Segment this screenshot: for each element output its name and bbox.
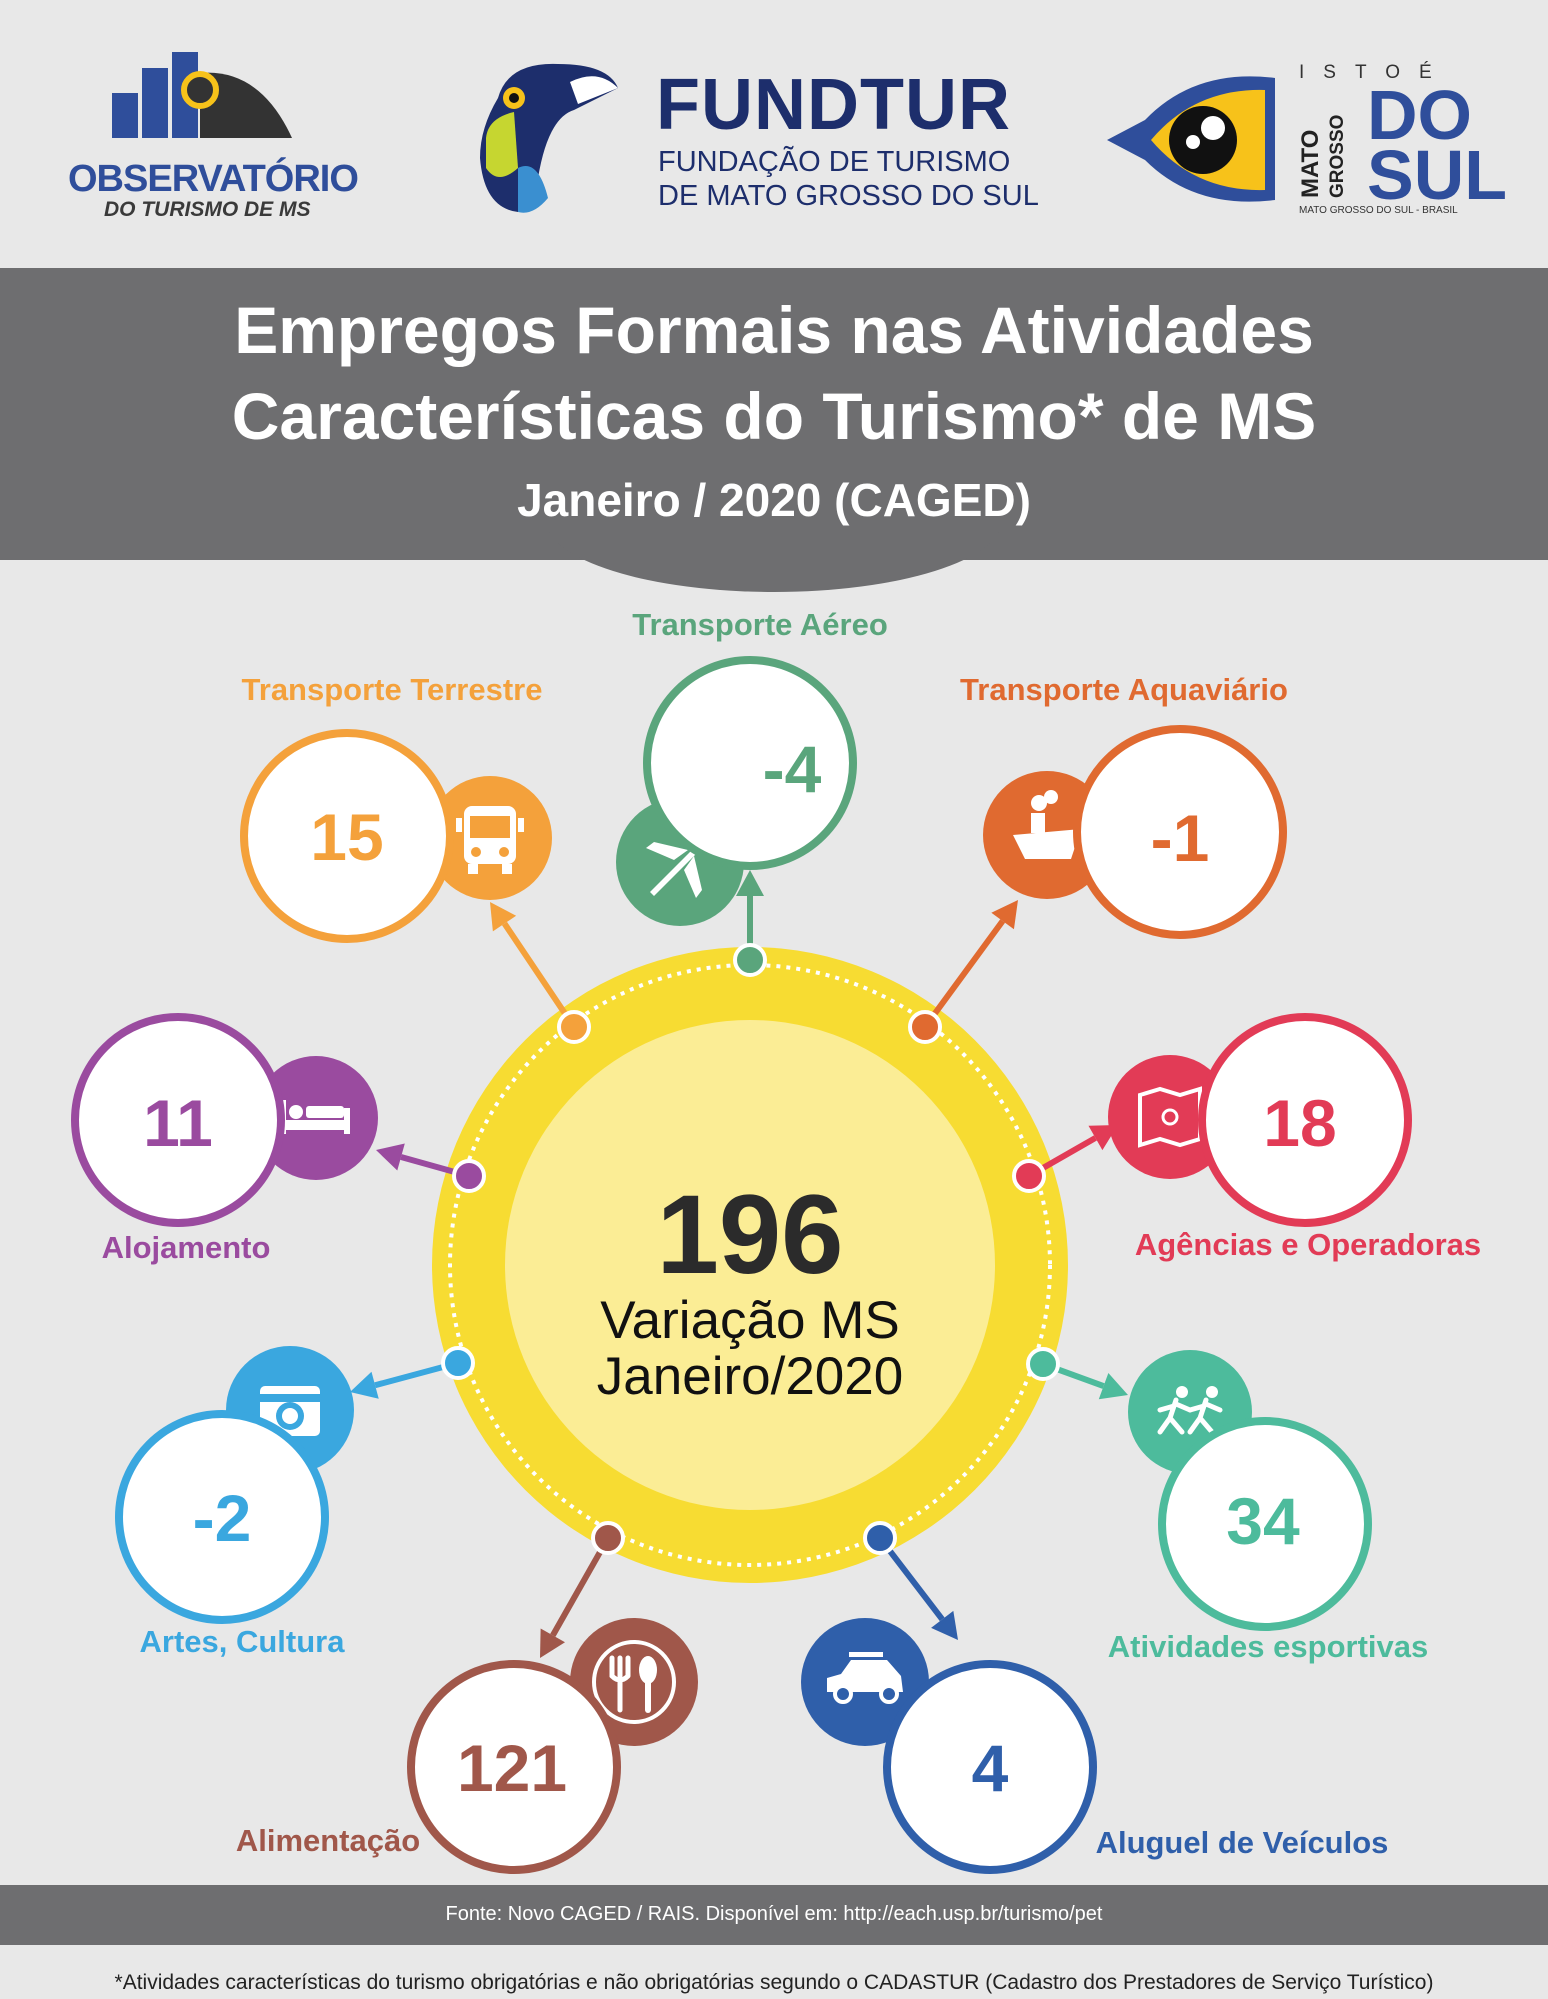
connector-dot	[452, 1159, 486, 1193]
bus-icon	[456, 806, 524, 874]
connector-arrowhead	[991, 900, 1018, 930]
observatorio-title: OBSERVATÓRIO	[68, 158, 359, 200]
runners-icon	[1157, 1386, 1223, 1435]
fundtur-subtitle-2: DE MATO GROSSO DO SUL	[658, 180, 1039, 212]
ms-mato: MATO	[1297, 129, 1324, 198]
connector-dot	[441, 1346, 475, 1380]
observatorio-logo: OBSERVATÓRIO DO TURISMO DE MS	[60, 48, 359, 238]
connector-line	[502, 921, 577, 1029]
observatorio-subtitle: DO TURISMO DE MS	[104, 198, 311, 221]
ms-do: DO	[1367, 76, 1472, 154]
value-label: 4	[972, 1731, 1009, 1805]
category-label: Transporte Aquaviário	[960, 672, 1288, 707]
car-icon	[827, 1652, 903, 1704]
value-label: 15	[310, 800, 383, 874]
center-label-line-2: Janeiro/2020	[596, 1347, 904, 1406]
category-label: Atividades esportivas	[1108, 1629, 1428, 1664]
fundtur-subtitle-1: FUNDAÇÃO DE TURISMO	[658, 146, 1011, 178]
category-label: Transporte Aéreo	[632, 607, 888, 642]
camera-icon	[260, 1386, 320, 1436]
value-circle	[240, 729, 454, 943]
ms-sul: SUL	[1367, 136, 1507, 214]
connector-arrowhead	[931, 1610, 958, 1640]
value-label: 18	[1263, 1086, 1336, 1160]
value-circle	[407, 1660, 621, 1874]
connector-dot	[557, 1010, 591, 1044]
eye-icon	[1107, 76, 1275, 202]
category-label: Alojamento	[102, 1230, 271, 1265]
value-circle	[883, 1660, 1097, 1874]
logo-bar: OBSERVATÓRIO DO TURISMO DE MS FUNDTUR FU…	[0, 0, 1548, 268]
page-title-line-1: Empregos Formais nas Atividades	[234, 293, 1314, 367]
ms-istoe: ISTOÉ	[1299, 62, 1451, 83]
connector-dot	[908, 1010, 942, 1044]
connector-line	[922, 919, 1006, 1029]
radial-chart: -4 Transporte Aéreo -1 Transporte Aquaviári…	[71, 607, 1481, 1874]
center-inner-circle	[505, 1020, 995, 1510]
value-label: -1	[1151, 801, 1210, 875]
ms-brand-logo: ISTOÉ MATO GROSSO DO SUL MATO GROSSO DO …	[1105, 58, 1507, 228]
page-title-line-2: Características do Turismo* de MS	[231, 379, 1317, 453]
category-airplane: -4 Transporte Aéreo	[616, 607, 888, 977]
fork-spoon-icon	[592, 1640, 676, 1724]
value-circle	[1198, 1013, 1412, 1227]
icon-circle	[1108, 1055, 1232, 1179]
connector-arrowhead	[376, 1143, 405, 1171]
value-circle	[115, 1410, 329, 1624]
value-label: -4	[763, 732, 822, 806]
ms-grosso: GROSSO	[1327, 114, 1348, 198]
center-total-value: 196	[656, 1172, 844, 1297]
ship-icon	[1013, 790, 1081, 859]
connector-dot	[1026, 1347, 1060, 1381]
connector-dot	[1012, 1159, 1046, 1193]
value-circle	[71, 1013, 285, 1227]
connector-line	[877, 1536, 945, 1622]
category-car: 4 Aluguel de Veículos	[801, 1521, 1389, 1874]
category-label: Artes, Cultura	[140, 1624, 346, 1659]
center-label-line-1: Variação MS	[600, 1291, 900, 1350]
category-bus: 15 Transporte Terrestre	[240, 672, 591, 1044]
category-bed: 11 Alojamento	[71, 1013, 486, 1265]
fundtur-name: FUNDTUR	[656, 65, 1011, 145]
toucan-icon	[480, 63, 618, 213]
category-ship: -1 Transporte Aquaviário	[908, 672, 1288, 1044]
category-label: Agências e Operadoras	[1135, 1227, 1481, 1262]
category-label: Alimentação	[236, 1823, 420, 1858]
connector-arrowhead	[350, 1371, 379, 1399]
connector-line	[550, 1536, 611, 1637]
connector-arrowhead	[736, 870, 764, 896]
category-label: Aluguel de Veículos	[1096, 1825, 1389, 1860]
header-band	[0, 268, 1548, 560]
category-map: 18 Agências e Operadoras	[1012, 1013, 1481, 1262]
value-label: 11	[143, 1086, 213, 1160]
connector-arrowhead	[490, 902, 517, 932]
value-circle	[1073, 725, 1287, 939]
category-label: Transporte Terrestre	[242, 672, 543, 707]
footer-source: Fonte: Novo CAGED / RAIS. Disponível em:…	[445, 1903, 1103, 1925]
value-label: 121	[457, 1731, 567, 1805]
category-camera: -2 Artes, Cultura	[115, 1346, 475, 1659]
connector-dot	[733, 943, 767, 977]
category-fork-spoon: 121 Alimentação	[236, 1521, 698, 1874]
value-circle	[1158, 1417, 1372, 1631]
center-hub	[432, 947, 1068, 1583]
connector-arrowhead	[1098, 1372, 1128, 1400]
footer-band	[0, 1885, 1548, 1945]
observatorio-bars-icon	[112, 52, 292, 138]
ms-brasil: MATO GROSSO DO SUL - BRASIL	[1299, 205, 1458, 216]
fundtur-logo: FUNDTUR FUNDAÇÃO DE TURISMO DE MATO GROS…	[478, 58, 1039, 218]
page-subtitle: Janeiro / 2020 (CAGED)	[517, 474, 1031, 526]
category-runners: 34 Atividades esportivas	[1026, 1347, 1428, 1664]
value-circle	[643, 656, 857, 870]
footnote: *Atividades características do turismo o…	[114, 1971, 1434, 1994]
value-label: -2	[193, 1481, 252, 1555]
value-label: 34	[1226, 1484, 1300, 1558]
connector-dot	[591, 1521, 625, 1555]
connector-arrowhead	[540, 1628, 565, 1658]
connector-dot	[863, 1521, 897, 1555]
